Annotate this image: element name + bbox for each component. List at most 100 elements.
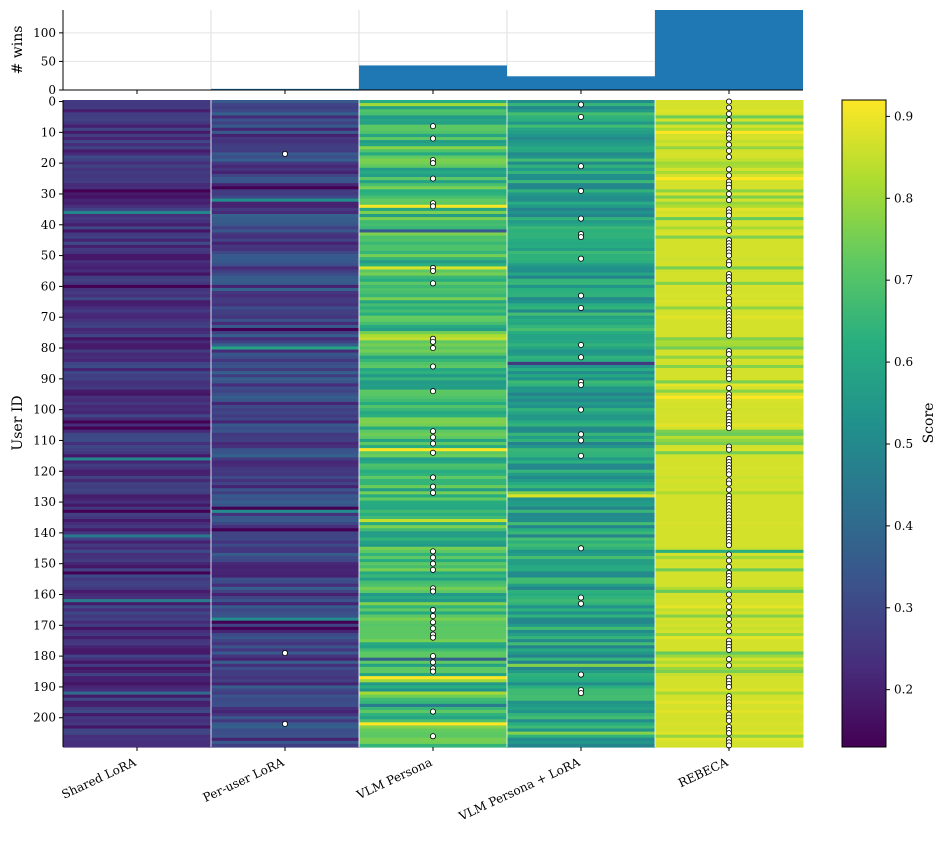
heatmap-cell <box>507 528 656 532</box>
heatmap-cell <box>63 103 212 107</box>
win-marker <box>726 446 733 453</box>
heatmap-cell <box>211 645 360 650</box>
heatmap-cell <box>359 392 508 397</box>
heatmap-cell <box>211 713 360 717</box>
heatmap-cell <box>359 115 508 120</box>
heatmap-cell <box>63 633 212 637</box>
heatmap-cell <box>211 592 360 597</box>
heatmap-cell <box>211 408 360 412</box>
heatmap-cell <box>63 626 212 631</box>
heatmap-cell <box>63 488 212 492</box>
heatmap-cell <box>507 731 656 736</box>
heatmap-cell <box>507 374 656 378</box>
heatmap-cell <box>359 525 508 529</box>
heatmap-cell <box>63 180 212 184</box>
heatmap-cell <box>63 605 212 609</box>
heatmap-cell <box>211 432 360 437</box>
heatmap-cell <box>211 426 360 431</box>
win-marker <box>281 150 288 157</box>
win-marker <box>429 668 436 675</box>
heatmap-cell <box>211 124 360 129</box>
heatmap-cell <box>507 500 656 505</box>
heatmap-cell <box>359 318 508 323</box>
heatmap-cell <box>507 623 656 628</box>
heatmap-cell <box>507 460 656 465</box>
heatmap-cell <box>211 238 360 243</box>
heatmap-cell <box>507 642 656 646</box>
win-marker <box>726 486 733 493</box>
win-marker <box>726 563 733 570</box>
heatmap-cell <box>507 676 656 680</box>
heatmap-y-tick-label: 80 <box>41 341 56 355</box>
colorbar: 0.2 0.3 0.4 0.5 0.6 0.7 0.8 0.9 Score <box>841 99 937 748</box>
heatmap-cell <box>359 728 508 733</box>
heatmap-cell <box>359 180 508 184</box>
heatmap-cell <box>359 112 508 117</box>
heatmap-cell <box>211 287 360 292</box>
heatmap-y-tick-label: 130 <box>33 495 56 509</box>
heatmap-cell <box>63 725 212 730</box>
heatmap-cell <box>211 358 360 363</box>
win-marker <box>726 212 733 219</box>
heatmap-cell <box>63 648 212 653</box>
win-marker <box>429 489 436 496</box>
heatmap-cell <box>63 485 212 489</box>
win-marker <box>429 653 436 660</box>
heatmap-cell <box>507 589 656 594</box>
heatmap-cell <box>63 537 212 542</box>
heatmap-cell <box>211 660 360 665</box>
win-marker <box>578 113 585 120</box>
heatmap-cell <box>359 127 508 132</box>
heatmap-cell <box>63 734 212 739</box>
heatmap-y-tick-label: 190 <box>33 680 56 694</box>
heatmap-cell <box>507 309 656 314</box>
heatmap-cell <box>655 343 804 348</box>
win-marker <box>726 117 733 124</box>
heatmap-cell <box>211 676 360 680</box>
heatmap-cell <box>211 482 360 486</box>
heatmap-cell <box>211 629 360 634</box>
wins-y-tick-label: 0 <box>48 83 56 97</box>
heatmap-cell <box>507 666 656 671</box>
heatmap-cell <box>211 170 360 175</box>
heatmap-cell <box>63 100 212 104</box>
heatmap-cell <box>359 220 508 224</box>
heatmap-cell <box>63 522 212 526</box>
method-label: REBECA <box>676 755 730 790</box>
heatmap-cell <box>63 645 212 650</box>
heatmap-cell <box>63 361 212 366</box>
heatmap-cell <box>211 669 360 674</box>
heatmap-cell <box>211 352 360 357</box>
heatmap-cell <box>211 478 360 483</box>
heatmap-cell <box>211 112 360 117</box>
heatmap-cell <box>655 432 804 437</box>
heatmap-cell <box>507 608 656 613</box>
heatmap-cell <box>507 324 656 329</box>
heatmap-cell <box>211 368 360 372</box>
heatmap-cell <box>211 210 360 215</box>
heatmap-cell <box>359 528 508 532</box>
heatmap-cell <box>63 247 212 252</box>
heatmap-cell <box>359 368 508 372</box>
heatmap-cell <box>359 358 508 363</box>
heatmap-cell <box>211 192 360 197</box>
heatmap-cell <box>507 401 656 406</box>
heatmap-cell <box>63 654 212 659</box>
heatmap-cell <box>211 423 360 428</box>
heatmap-cell <box>211 725 360 730</box>
heatmap-cell <box>63 494 212 499</box>
heatmap-cell <box>507 565 656 569</box>
heatmap-cell <box>211 568 360 572</box>
heatmap-cell <box>63 740 212 745</box>
heatmap-cell <box>655 435 804 440</box>
heatmap-cell <box>211 734 360 739</box>
win-marker <box>726 153 733 160</box>
heatmap-cell <box>359 740 508 745</box>
heatmap-y-tick-label: 40 <box>41 218 56 232</box>
heatmap-cell <box>507 509 656 514</box>
heatmap-cell <box>63 466 212 471</box>
heatmap-cell <box>359 691 508 696</box>
heatmap-cell <box>211 247 360 252</box>
heatmap-cell <box>211 364 360 369</box>
heatmap-cell <box>211 257 360 261</box>
